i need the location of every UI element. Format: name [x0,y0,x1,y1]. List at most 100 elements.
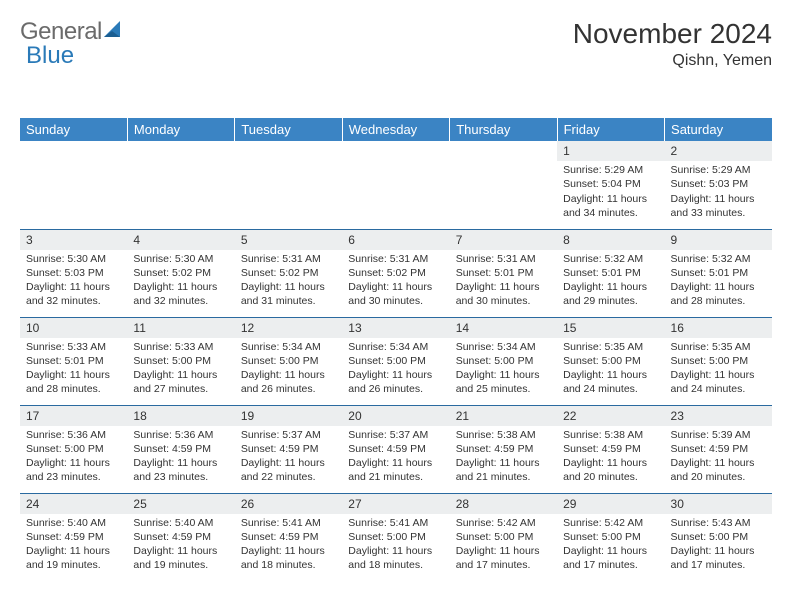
calendar-row: 17Sunrise: 5:36 AMSunset: 5:00 PMDayligh… [20,405,772,493]
sunrise-text: Sunrise: 5:32 AM [563,252,658,266]
sunset-text: Sunset: 5:00 PM [133,354,228,368]
logo-sail-icon [104,18,126,46]
day-details: Sunrise: 5:31 AMSunset: 5:02 PMDaylight:… [235,250,342,313]
day-number: 15 [557,318,664,338]
day-number: 16 [665,318,772,338]
sunrise-text: Sunrise: 5:42 AM [456,516,551,530]
day-details: Sunrise: 5:42 AMSunset: 5:00 PMDaylight:… [450,514,557,577]
sunset-text: Sunset: 4:59 PM [348,442,443,456]
calendar-cell: 5Sunrise: 5:31 AMSunset: 5:02 PMDaylight… [235,229,342,317]
sunset-text: Sunset: 5:00 PM [563,530,658,544]
calendar-row: 24Sunrise: 5:40 AMSunset: 4:59 PMDayligh… [20,493,772,581]
sunrise-text: Sunrise: 5:34 AM [241,340,336,354]
sunset-text: Sunset: 5:04 PM [563,177,658,191]
day-number: 20 [342,406,449,426]
calendar-cell: 26Sunrise: 5:41 AMSunset: 4:59 PMDayligh… [235,493,342,581]
calendar-cell: 9Sunrise: 5:32 AMSunset: 5:01 PMDaylight… [665,229,772,317]
calendar-cell: 14Sunrise: 5:34 AMSunset: 5:00 PMDayligh… [450,317,557,405]
logo-text-2: Blue [26,42,74,70]
sunrise-text: Sunrise: 5:41 AM [241,516,336,530]
day-details: Sunrise: 5:29 AMSunset: 5:03 PMDaylight:… [665,161,772,224]
calendar-cell [342,141,449,229]
day-number: 17 [20,406,127,426]
sunrise-text: Sunrise: 5:31 AM [348,252,443,266]
calendar-cell [127,141,234,229]
day-number: 5 [235,230,342,250]
day-details: Sunrise: 5:39 AMSunset: 4:59 PMDaylight:… [665,426,772,489]
day-number: 22 [557,406,664,426]
sunrise-text: Sunrise: 5:29 AM [563,163,658,177]
sunrise-text: Sunrise: 5:29 AM [671,163,766,177]
daylight-text: Daylight: 11 hours and 17 minutes. [671,544,766,572]
day-details: Sunrise: 5:38 AMSunset: 4:59 PMDaylight:… [557,426,664,489]
col-thursday: Thursday [450,118,557,141]
daylight-text: Daylight: 11 hours and 17 minutes. [563,544,658,572]
sunset-text: Sunset: 4:59 PM [456,442,551,456]
day-details: Sunrise: 5:38 AMSunset: 4:59 PMDaylight:… [450,426,557,489]
sunset-text: Sunset: 5:03 PM [671,177,766,191]
day-details: Sunrise: 5:41 AMSunset: 4:59 PMDaylight:… [235,514,342,577]
sunset-text: Sunset: 5:01 PM [456,266,551,280]
day-details: Sunrise: 5:32 AMSunset: 5:01 PMDaylight:… [665,250,772,313]
calendar-cell: 2Sunrise: 5:29 AMSunset: 5:03 PMDaylight… [665,141,772,229]
sunrise-text: Sunrise: 5:34 AM [456,340,551,354]
daylight-text: Daylight: 11 hours and 23 minutes. [133,456,228,484]
calendar-cell: 24Sunrise: 5:40 AMSunset: 4:59 PMDayligh… [20,493,127,581]
daylight-text: Daylight: 11 hours and 31 minutes. [241,280,336,308]
sunset-text: Sunset: 5:01 PM [563,266,658,280]
day-number: 30 [665,494,772,514]
sunrise-text: Sunrise: 5:31 AM [241,252,336,266]
day-number: 7 [450,230,557,250]
day-details: Sunrise: 5:36 AMSunset: 5:00 PMDaylight:… [20,426,127,489]
sunrise-text: Sunrise: 5:41 AM [348,516,443,530]
day-number: 28 [450,494,557,514]
calendar-cell: 16Sunrise: 5:35 AMSunset: 5:00 PMDayligh… [665,317,772,405]
day-details: Sunrise: 5:31 AMSunset: 5:02 PMDaylight:… [342,250,449,313]
day-details: Sunrise: 5:30 AMSunset: 5:02 PMDaylight:… [127,250,234,313]
day-details: Sunrise: 5:41 AMSunset: 5:00 PMDaylight:… [342,514,449,577]
calendar-cell: 18Sunrise: 5:36 AMSunset: 4:59 PMDayligh… [127,405,234,493]
calendar-row: 10Sunrise: 5:33 AMSunset: 5:01 PMDayligh… [20,317,772,405]
day-number: 14 [450,318,557,338]
sunrise-text: Sunrise: 5:42 AM [563,516,658,530]
day-details: Sunrise: 5:36 AMSunset: 4:59 PMDaylight:… [127,426,234,489]
sunset-text: Sunset: 5:00 PM [563,354,658,368]
calendar-cell: 12Sunrise: 5:34 AMSunset: 5:00 PMDayligh… [235,317,342,405]
day-number: 10 [20,318,127,338]
day-details: Sunrise: 5:31 AMSunset: 5:01 PMDaylight:… [450,250,557,313]
sunset-text: Sunset: 5:00 PM [671,354,766,368]
sunrise-text: Sunrise: 5:38 AM [456,428,551,442]
day-number: 19 [235,406,342,426]
sunset-text: Sunset: 5:00 PM [456,530,551,544]
sunrise-text: Sunrise: 5:33 AM [26,340,121,354]
daylight-text: Daylight: 11 hours and 27 minutes. [133,368,228,396]
day-details: Sunrise: 5:35 AMSunset: 5:00 PMDaylight:… [665,338,772,401]
day-number: 23 [665,406,772,426]
calendar-cell: 22Sunrise: 5:38 AMSunset: 4:59 PMDayligh… [557,405,664,493]
sunrise-text: Sunrise: 5:30 AM [133,252,228,266]
sunset-text: Sunset: 5:00 PM [348,530,443,544]
calendar-cell: 1Sunrise: 5:29 AMSunset: 5:04 PMDaylight… [557,141,664,229]
day-details: Sunrise: 5:30 AMSunset: 5:03 PMDaylight:… [20,250,127,313]
sunrise-text: Sunrise: 5:30 AM [26,252,121,266]
sunset-text: Sunset: 5:00 PM [241,354,336,368]
daylight-text: Daylight: 11 hours and 29 minutes. [563,280,658,308]
calendar-cell: 28Sunrise: 5:42 AMSunset: 5:00 PMDayligh… [450,493,557,581]
daylight-text: Daylight: 11 hours and 32 minutes. [133,280,228,308]
col-sunday: Sunday [20,118,127,141]
sunset-text: Sunset: 5:00 PM [456,354,551,368]
sunrise-text: Sunrise: 5:35 AM [563,340,658,354]
sunset-text: Sunset: 5:01 PM [26,354,121,368]
day-details: Sunrise: 5:40 AMSunset: 4:59 PMDaylight:… [20,514,127,577]
sunset-text: Sunset: 4:59 PM [563,442,658,456]
day-number: 25 [127,494,234,514]
daylight-text: Daylight: 11 hours and 32 minutes. [26,280,121,308]
day-details: Sunrise: 5:33 AMSunset: 5:01 PMDaylight:… [20,338,127,401]
calendar-cell: 19Sunrise: 5:37 AMSunset: 4:59 PMDayligh… [235,405,342,493]
calendar-cell: 13Sunrise: 5:34 AMSunset: 5:00 PMDayligh… [342,317,449,405]
col-tuesday: Tuesday [235,118,342,141]
daylight-text: Daylight: 11 hours and 24 minutes. [563,368,658,396]
day-details: Sunrise: 5:34 AMSunset: 5:00 PMDaylight:… [342,338,449,401]
daylight-text: Daylight: 11 hours and 26 minutes. [348,368,443,396]
daylight-text: Daylight: 11 hours and 19 minutes. [133,544,228,572]
